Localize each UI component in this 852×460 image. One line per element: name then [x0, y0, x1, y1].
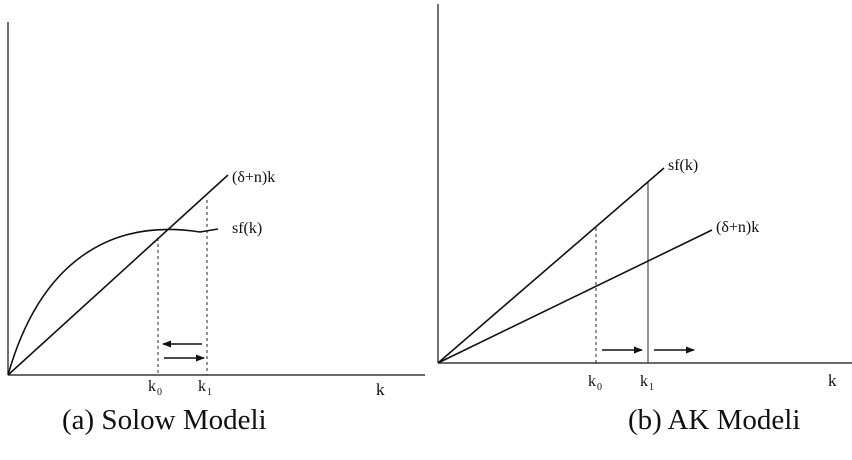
- panel-b-k1-subscript: 1: [649, 382, 654, 393]
- panel-a-line-label: (δ+n)k: [232, 169, 275, 186]
- panel-b-depreciation-line: [437, 229, 713, 364]
- panel-b-ak: sf(k) (δ+n)k k 0 k 1 k: [437, 4, 852, 393]
- caption-ak-model: (b) AK Modeli: [628, 404, 801, 436]
- panel-b-k1-label: k: [640, 373, 648, 390]
- panel-b-lower-line-label: (δ+n)k: [716, 219, 759, 236]
- panel-a-k-axis-label: k: [376, 380, 385, 399]
- panel-a-curve-label: sf(k): [232, 220, 262, 237]
- panel-b-k0-label: k: [588, 373, 596, 390]
- panel-a-savings-curve: [7, 228, 219, 376]
- panel-b-k0-subscript: 0: [597, 382, 602, 393]
- panel-a-k1-subscript: 1: [207, 387, 212, 398]
- panel-a-solow: (δ+n)k sf(k) k 0 k 1 k: [7, 22, 425, 399]
- panel-a-k0-label: k: [148, 378, 156, 395]
- caption-solow-model: (a) Solow Modeli: [62, 404, 267, 436]
- panel-b-savings-line: [437, 167, 665, 364]
- panel-a-depreciation-line: [7, 174, 229, 376]
- panel-b-upper-line-label: sf(k): [668, 157, 698, 174]
- panel-a-k1-label: k: [198, 378, 206, 395]
- panel-a-k0-subscript: 0: [157, 387, 162, 398]
- panel-b-k-axis-label: k: [828, 371, 837, 390]
